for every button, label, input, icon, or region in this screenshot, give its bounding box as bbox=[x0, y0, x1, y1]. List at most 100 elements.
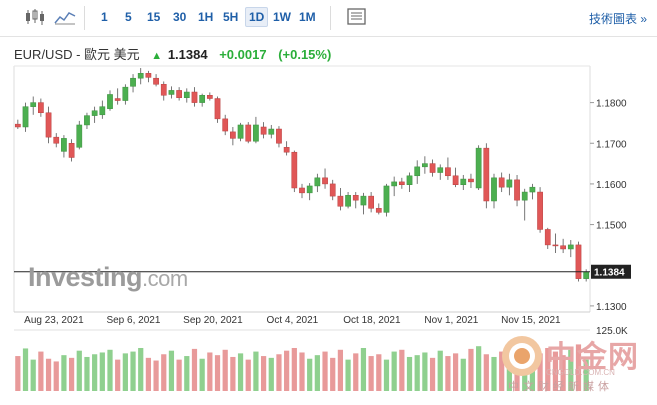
candle-body bbox=[437, 167, 444, 173]
candle-body bbox=[61, 138, 67, 152]
volume-bar bbox=[422, 352, 428, 391]
volume-bar bbox=[138, 347, 144, 391]
candle-body bbox=[537, 191, 543, 230]
candle-body bbox=[183, 91, 190, 98]
volume-bar bbox=[230, 356, 236, 391]
candle-body bbox=[460, 178, 467, 185]
candle-body bbox=[506, 179, 513, 188]
candle-body bbox=[122, 86, 129, 101]
candle-body bbox=[114, 98, 121, 101]
cngold-watermark: 中金网 CNGOLD.COM.CN 中文财经新媒体 bbox=[500, 332, 650, 402]
current-price-label: 1.1384 bbox=[594, 268, 625, 279]
volume-bar bbox=[406, 356, 413, 391]
candle-body bbox=[237, 124, 244, 139]
candle-body bbox=[137, 73, 144, 79]
volume-bar bbox=[199, 358, 205, 391]
candle-body bbox=[91, 110, 98, 116]
candle-body bbox=[160, 84, 167, 96]
volume-bar bbox=[499, 351, 505, 391]
candle-body bbox=[429, 163, 436, 173]
volume-bar bbox=[452, 353, 459, 391]
data-table-icon[interactable] bbox=[346, 8, 368, 26]
candle-body bbox=[567, 244, 574, 250]
volume-bar bbox=[268, 357, 274, 391]
quote-header: EUR/USD - 歐元 美元 ▲ 1.1384 +0.0017 (+0.15%… bbox=[14, 44, 331, 63]
price-change-percent: (+0.15%) bbox=[278, 47, 332, 62]
up-arrow-icon: ▲ bbox=[151, 50, 163, 62]
candle-body bbox=[445, 167, 451, 177]
technical-chart-link[interactable]: 技術圖表 » bbox=[588, 12, 647, 26]
candle-body bbox=[529, 186, 536, 193]
candle-body bbox=[306, 185, 313, 194]
volume-bar bbox=[337, 349, 344, 391]
volume-bar bbox=[84, 356, 90, 391]
candle-body bbox=[322, 177, 328, 185]
volume-bar bbox=[529, 357, 536, 391]
volume-bar bbox=[145, 357, 152, 391]
volume-bar bbox=[53, 361, 59, 391]
timeframe-30min[interactable]: 30 bbox=[173, 10, 187, 24]
candle-body bbox=[575, 244, 582, 279]
x-tick-label: Aug 23, 2021 bbox=[24, 315, 84, 326]
volume-bar bbox=[176, 359, 182, 391]
volume-bar bbox=[22, 348, 29, 391]
candle-body bbox=[145, 73, 152, 78]
volume-bar bbox=[38, 351, 44, 391]
timeframe-5h[interactable]: 5H bbox=[223, 10, 239, 24]
volume-bar bbox=[15, 356, 21, 391]
volume-bar bbox=[391, 351, 397, 391]
candle-body bbox=[130, 77, 136, 87]
y-tick-label: 1.1800 bbox=[596, 99, 627, 110]
candle-body bbox=[230, 131, 236, 139]
volume-bar bbox=[399, 349, 405, 391]
timeframe-1m[interactable]: 1M bbox=[299, 10, 316, 24]
x-tick-label: Sep 20, 2021 bbox=[183, 315, 243, 326]
candle-body bbox=[276, 128, 282, 144]
volume-bar bbox=[568, 349, 574, 391]
volume-bar bbox=[491, 356, 497, 391]
candle-body bbox=[498, 177, 505, 188]
current-price-tag bbox=[591, 264, 631, 279]
y-tick-label: 1.1600 bbox=[596, 180, 627, 191]
timeframe-5min[interactable]: 5 bbox=[125, 10, 132, 24]
line-chart-icon[interactable] bbox=[54, 8, 76, 26]
candle-body bbox=[268, 128, 275, 135]
candle-body bbox=[352, 195, 359, 201]
investing-logo: Investing.com bbox=[28, 262, 188, 292]
volume-bar bbox=[207, 352, 213, 391]
timeframe-1d[interactable]: 1D bbox=[245, 7, 269, 27]
candlestick-chart-icon[interactable] bbox=[24, 8, 46, 26]
candle-body bbox=[199, 95, 206, 103]
candle-body bbox=[368, 195, 374, 209]
candle-body bbox=[45, 112, 52, 138]
volume-bar bbox=[575, 344, 582, 391]
candle-body bbox=[291, 151, 298, 189]
candle-body bbox=[452, 175, 459, 185]
candle-body bbox=[214, 98, 221, 120]
volume-bar bbox=[314, 355, 320, 391]
candle-body bbox=[360, 195, 367, 206]
volume-bar bbox=[552, 351, 559, 391]
candle-body bbox=[53, 136, 60, 144]
timeframe-1h[interactable]: 1H bbox=[198, 10, 214, 24]
x-tick-label: Nov 1, 2021 bbox=[424, 315, 478, 326]
cngold-logo-icon bbox=[502, 336, 542, 376]
candle-body bbox=[107, 94, 113, 109]
volume-bar bbox=[161, 354, 167, 391]
volume-bar bbox=[299, 352, 305, 391]
volume-bar bbox=[115, 359, 121, 391]
timeframe-1min[interactable]: 1 bbox=[101, 10, 108, 24]
candle-body bbox=[76, 124, 83, 148]
volume-bar bbox=[360, 347, 367, 391]
candle-body bbox=[552, 244, 559, 247]
candle-body bbox=[253, 124, 259, 142]
x-tick-label: Oct 18, 2021 bbox=[343, 315, 401, 326]
timeframe-1w[interactable]: 1W bbox=[273, 10, 291, 24]
timeframe-15min[interactable]: 15 bbox=[147, 10, 161, 24]
candle-body bbox=[345, 195, 351, 207]
volume-bar bbox=[583, 359, 589, 391]
volume-bar bbox=[445, 356, 451, 391]
y-tick-label: 1.1700 bbox=[596, 139, 627, 150]
candle-body bbox=[191, 91, 198, 103]
